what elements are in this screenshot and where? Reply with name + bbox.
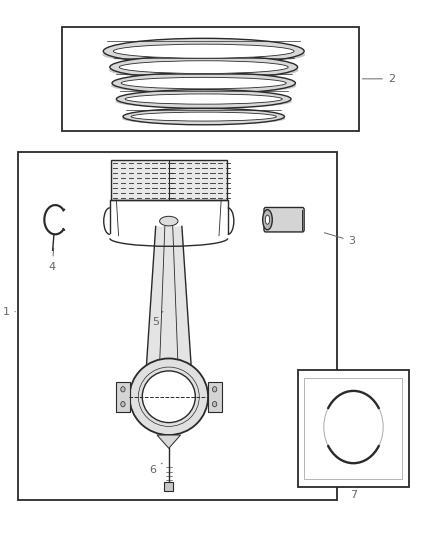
Ellipse shape — [109, 62, 299, 79]
Ellipse shape — [122, 113, 285, 125]
Ellipse shape — [119, 61, 288, 74]
Ellipse shape — [125, 94, 283, 104]
Circle shape — [212, 386, 217, 392]
Bar — [164, 482, 173, 491]
Text: 2: 2 — [362, 74, 395, 84]
Text: 7: 7 — [350, 487, 357, 500]
Text: 3: 3 — [324, 233, 356, 246]
Ellipse shape — [131, 112, 276, 121]
Ellipse shape — [130, 359, 208, 435]
Text: 4: 4 — [49, 248, 56, 271]
Polygon shape — [147, 227, 191, 364]
Circle shape — [212, 401, 217, 407]
Circle shape — [121, 401, 125, 407]
Ellipse shape — [123, 108, 285, 125]
Ellipse shape — [112, 72, 295, 94]
Bar — [62, 27, 359, 131]
Text: 5: 5 — [152, 311, 163, 327]
Ellipse shape — [117, 90, 291, 108]
Bar — [18, 152, 337, 500]
Bar — [297, 370, 409, 487]
Ellipse shape — [121, 77, 286, 89]
Ellipse shape — [103, 38, 304, 64]
Bar — [304, 378, 403, 479]
Circle shape — [121, 386, 125, 392]
Ellipse shape — [265, 215, 270, 224]
Ellipse shape — [113, 44, 294, 58]
Ellipse shape — [263, 209, 272, 230]
Ellipse shape — [111, 78, 297, 94]
Text: 6: 6 — [149, 463, 162, 474]
Ellipse shape — [159, 216, 178, 226]
Polygon shape — [157, 435, 180, 448]
Ellipse shape — [116, 95, 292, 108]
Ellipse shape — [110, 55, 297, 79]
Bar — [116, 382, 130, 411]
Bar — [111, 160, 226, 200]
Bar — [208, 382, 222, 411]
Ellipse shape — [102, 45, 305, 64]
Ellipse shape — [142, 371, 195, 423]
Text: 1: 1 — [3, 306, 15, 317]
FancyBboxPatch shape — [264, 207, 304, 232]
